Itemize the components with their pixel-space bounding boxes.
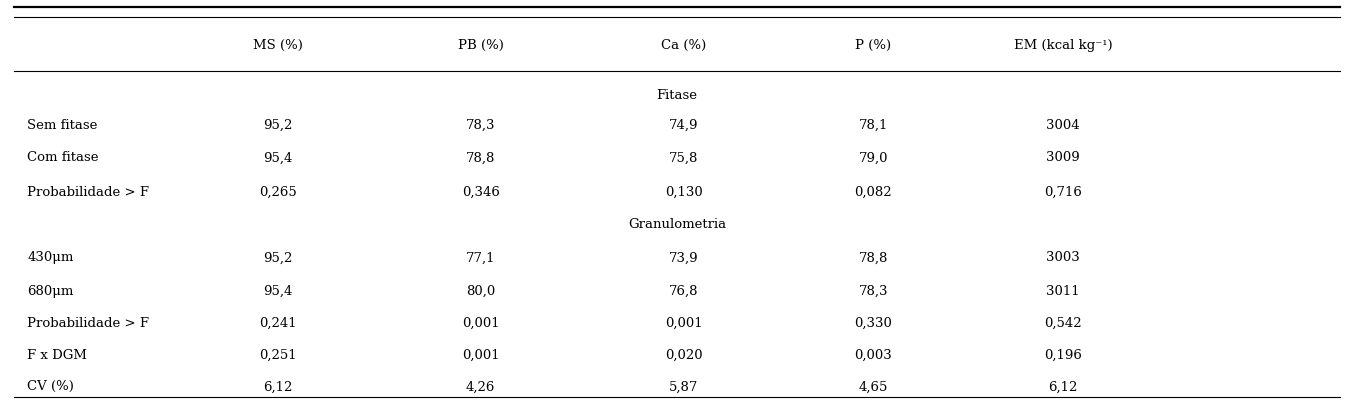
Text: 0,020: 0,020 (665, 348, 703, 361)
Text: 4,65: 4,65 (858, 379, 888, 392)
Text: Probabilidade > F: Probabilidade > F (27, 185, 149, 198)
Text: EM (kcal kg⁻¹): EM (kcal kg⁻¹) (1014, 38, 1112, 51)
Text: 5,87: 5,87 (669, 379, 699, 392)
Text: 77,1: 77,1 (466, 251, 496, 264)
Text: 95,2: 95,2 (263, 118, 292, 131)
Text: 0,251: 0,251 (259, 348, 297, 361)
Text: 79,0: 79,0 (858, 151, 888, 164)
Text: 430μm: 430μm (27, 251, 73, 264)
Text: 3004: 3004 (1047, 118, 1079, 131)
Text: P (%): P (%) (856, 38, 891, 51)
Text: 3009: 3009 (1047, 151, 1079, 164)
Text: 0,716: 0,716 (1044, 185, 1082, 198)
Text: Sem fitase: Sem fitase (27, 118, 97, 131)
Text: Probabilidade > F: Probabilidade > F (27, 316, 149, 329)
Text: 0,130: 0,130 (665, 185, 703, 198)
Text: 0,196: 0,196 (1044, 348, 1082, 361)
Text: 4,26: 4,26 (466, 379, 496, 392)
Text: Granulometria: Granulometria (628, 218, 726, 231)
Text: 78,3: 78,3 (858, 284, 888, 297)
Text: Ca (%): Ca (%) (661, 38, 707, 51)
Text: 75,8: 75,8 (669, 151, 699, 164)
Text: 0,330: 0,330 (854, 316, 892, 329)
Text: 0,542: 0,542 (1044, 316, 1082, 329)
Text: CV (%): CV (%) (27, 379, 74, 392)
Text: 95,4: 95,4 (263, 151, 292, 164)
Text: 78,8: 78,8 (466, 151, 496, 164)
Text: PB (%): PB (%) (458, 38, 504, 51)
Text: 0,001: 0,001 (462, 348, 500, 361)
Text: 0,346: 0,346 (462, 185, 500, 198)
Text: 78,3: 78,3 (466, 118, 496, 131)
Text: 0,003: 0,003 (854, 348, 892, 361)
Text: F x DGM: F x DGM (27, 348, 87, 361)
Text: 0,265: 0,265 (259, 185, 297, 198)
Text: 73,9: 73,9 (669, 251, 699, 264)
Text: 0,001: 0,001 (665, 316, 703, 329)
Text: 0,241: 0,241 (259, 316, 297, 329)
Text: 0,001: 0,001 (462, 316, 500, 329)
Text: 78,1: 78,1 (858, 118, 888, 131)
Text: 74,9: 74,9 (669, 118, 699, 131)
Text: 680μm: 680μm (27, 284, 73, 297)
Text: Com fitase: Com fitase (27, 151, 99, 164)
Text: 6,12: 6,12 (1048, 379, 1078, 392)
Text: 6,12: 6,12 (263, 379, 292, 392)
Text: 0,082: 0,082 (854, 185, 892, 198)
Text: 95,4: 95,4 (263, 284, 292, 297)
Text: 80,0: 80,0 (466, 284, 496, 297)
Text: 78,8: 78,8 (858, 251, 888, 264)
Text: 3011: 3011 (1047, 284, 1079, 297)
Text: 76,8: 76,8 (669, 284, 699, 297)
Text: MS (%): MS (%) (253, 38, 302, 51)
Text: Fitase: Fitase (657, 88, 697, 101)
Text: 95,2: 95,2 (263, 251, 292, 264)
Text: 3003: 3003 (1047, 251, 1079, 264)
